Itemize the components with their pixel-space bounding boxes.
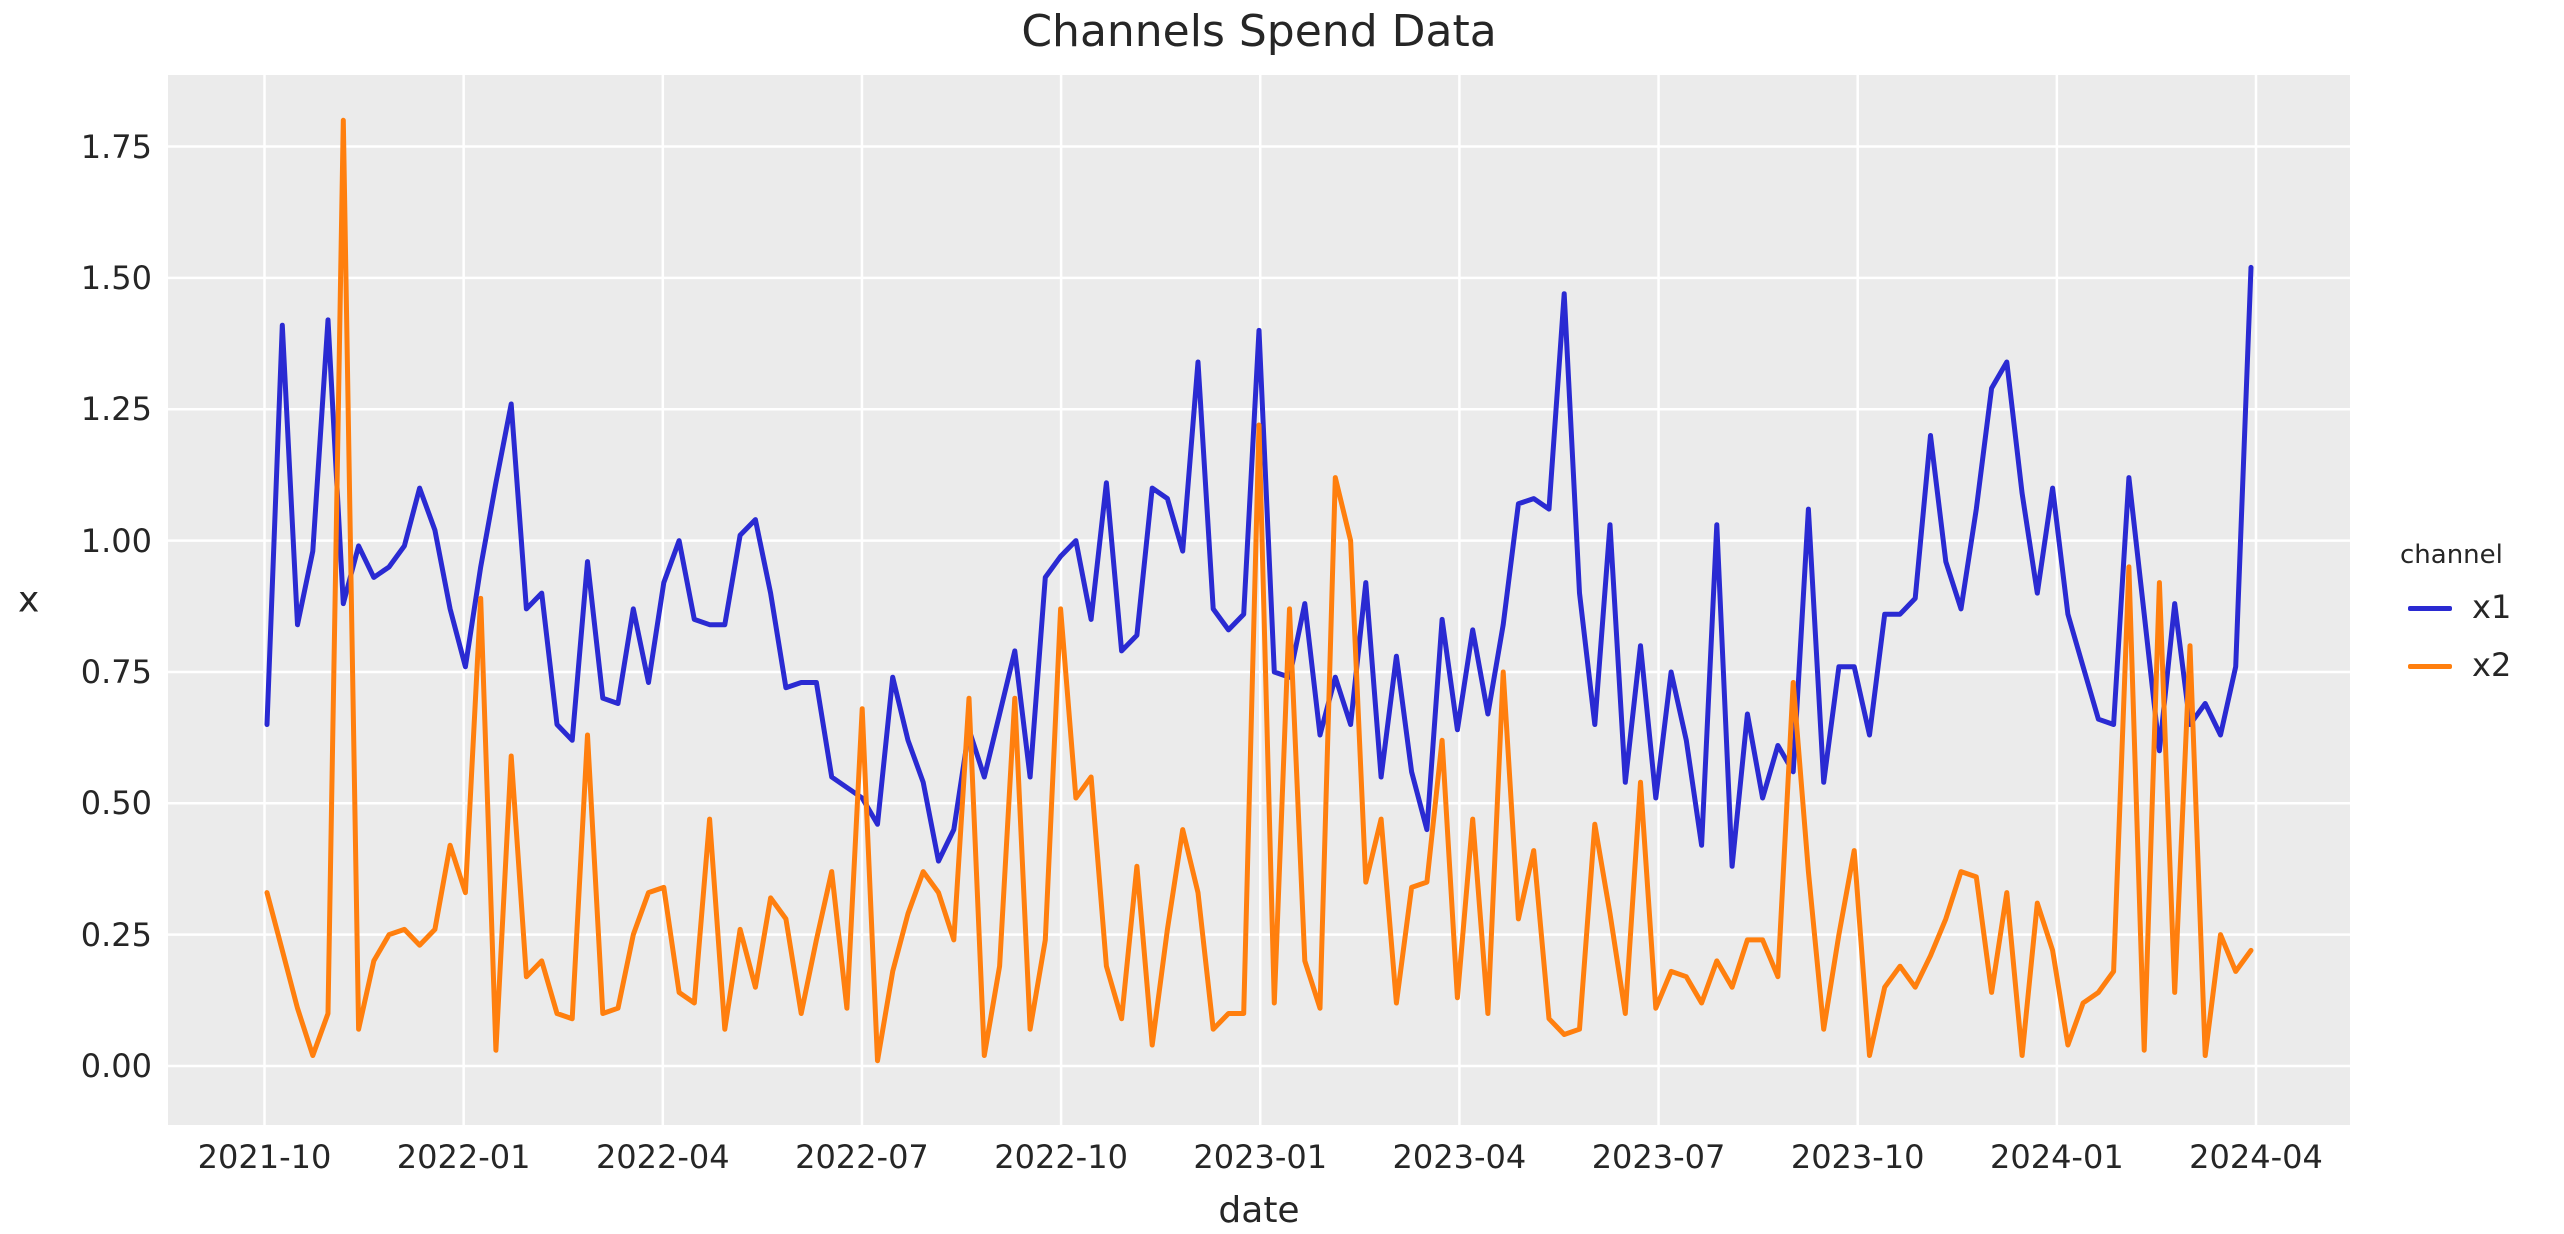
x-tick-label: 2023-07	[1591, 1138, 1726, 1176]
y-tick-label: 0.75	[80, 652, 152, 691]
legend-line-icon	[2408, 664, 2452, 669]
y-tick-label: 0.00	[80, 1047, 152, 1085]
legend-line-icon	[2408, 606, 2452, 611]
series-line-x2	[264, 117, 2254, 1064]
legend-label: x1	[2472, 588, 2512, 626]
y-tick-label: 0.50	[80, 784, 152, 823]
x-tick-label: 2022-04	[595, 1138, 730, 1176]
x-tick-label: 2024-01	[1989, 1138, 2124, 1176]
y-tick-label: 1.75	[80, 127, 152, 166]
x-tick-label: 2024-04	[2189, 1138, 2323, 1176]
y-tick-label: 1.50	[80, 258, 152, 297]
y-tick-label: 1.00	[80, 521, 152, 560]
x-tick-label: 2022-10	[994, 1138, 1128, 1176]
y-axis-label: x	[18, 579, 40, 621]
series-line-x1	[264, 264, 2254, 869]
x-tick-label: 2023-01	[1193, 1138, 1328, 1176]
x-tick-label: 2023-10	[1790, 1138, 1925, 1176]
x-tick-label: 2023-04	[1392, 1138, 1527, 1176]
x-axis-label: date	[1218, 1190, 1300, 1231]
x-tick-label: 2022-07	[795, 1138, 929, 1176]
legend-label: x2	[2472, 646, 2512, 684]
legend-title: channel	[2400, 540, 2503, 570]
chart-title: Channels Spend Data	[1021, 6, 1497, 57]
y-tick-label: 1.25	[80, 390, 152, 429]
y-tick-label: 0.25	[80, 915, 152, 954]
x-tick-label: 2022-01	[396, 1138, 531, 1176]
x-tick-label: 2021-10	[197, 1138, 332, 1176]
